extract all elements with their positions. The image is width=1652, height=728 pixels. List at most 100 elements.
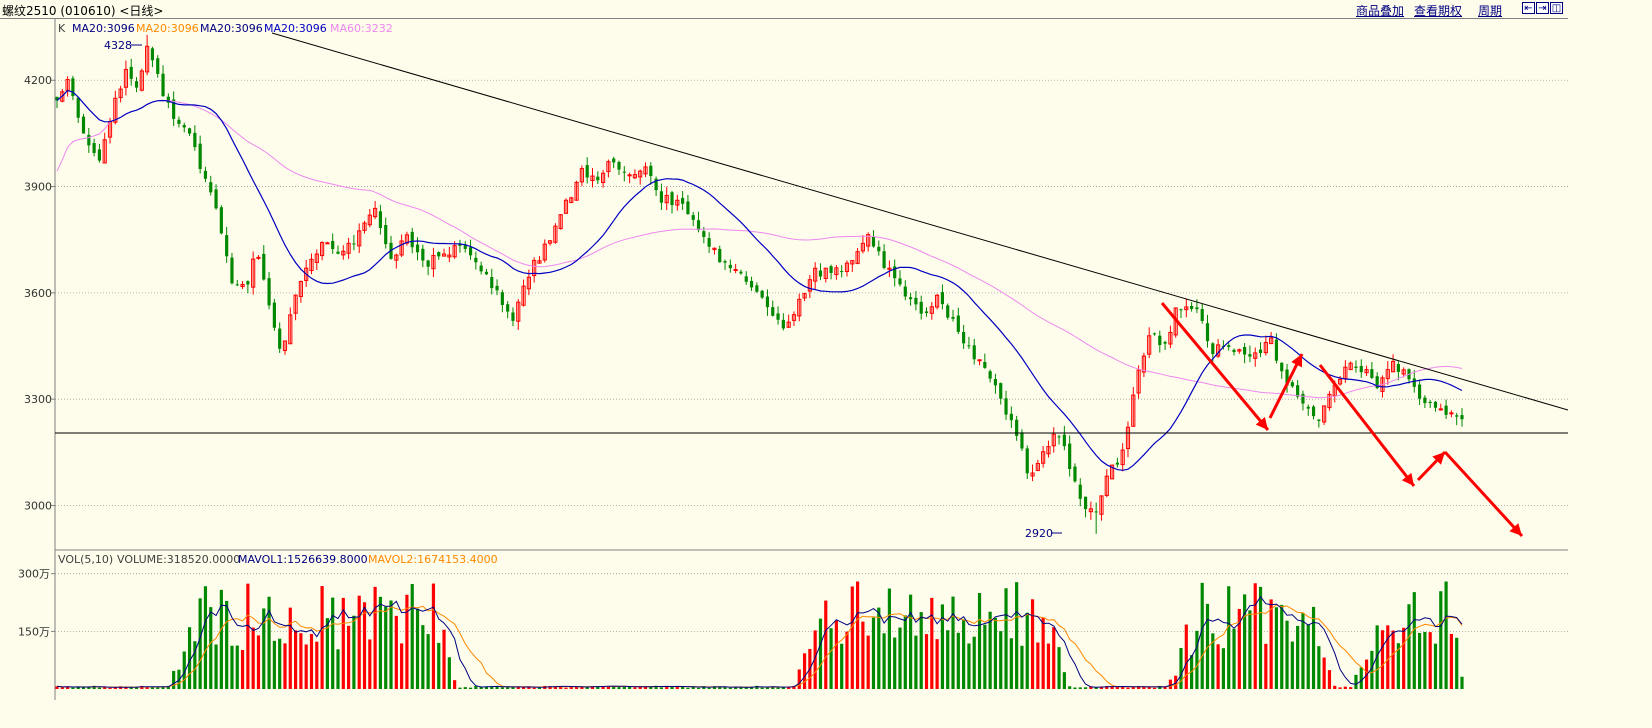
volume-bar [723,687,727,689]
volume-bar [415,608,420,689]
volume-bar [437,642,441,689]
volume-bar [1359,667,1363,689]
volume-bar [1327,670,1332,689]
candle-body [791,314,797,321]
candle-body [452,245,457,258]
candle-body [187,128,192,134]
volume-bar [659,687,664,689]
candle-body [1269,337,1274,345]
volume-bar [474,685,478,689]
volume-bar [633,687,637,689]
volume-bar [919,612,923,689]
volume-bar [304,644,308,689]
volume-bar [315,641,319,689]
volume-bar [1433,643,1438,689]
zoom-in-icon[interactable]: ⇤ [1522,2,1535,14]
volume-bar [1004,588,1008,689]
volume-bar [521,687,526,689]
volume-bar [564,687,568,689]
volume-bar [421,625,425,689]
volume-bar [681,686,685,689]
candle-body [702,231,706,237]
volume-bar [1115,686,1119,689]
volume-bar [1110,686,1114,689]
volume-bar [1216,644,1220,689]
candle-body [1073,466,1077,482]
candle-body [463,244,467,249]
price-axis: 4200 3900 3600 3300 3000 [24,74,55,512]
volume-bar [877,607,881,689]
candle-body [468,247,473,256]
candle-body [1243,346,1247,355]
candle-body [728,264,732,269]
view-options-link[interactable]: 查看期权 [1414,4,1463,18]
volume-bar [1062,672,1066,689]
volume-bar [1009,638,1013,689]
volume-bar [1200,582,1204,689]
candle-body [309,258,314,272]
volume-bar [882,633,886,689]
volume-tick-label: 150万 [18,625,50,638]
volume-bar [1375,625,1379,689]
volume-bar [1205,603,1210,689]
candle-body [1423,397,1427,404]
candle-body [893,266,897,279]
candle-body [1354,366,1358,368]
candle-body [1195,307,1199,310]
kline-chart[interactable]: 4200 3900 3600 3300 3000 K MA20:3096 MA20:30… [0,0,1568,728]
candle-body [447,254,452,258]
candle-body [1280,362,1284,372]
candle-body [156,58,160,74]
volume-bar [1099,686,1104,689]
period-link[interactable]: 周期 [1478,4,1503,18]
volume-bar [1460,676,1464,689]
candle-body [87,134,91,146]
volume-bar [924,634,929,689]
candle-body [484,271,489,275]
candle-body [272,302,276,328]
panel-layout-icon[interactable]: ◫ [1550,2,1563,14]
volume-bar [951,596,955,689]
candle-body [526,276,531,290]
candle-body [251,258,256,288]
volume-bar [267,596,271,689]
volume-tick-label: 300万 [18,568,50,581]
candle-body [118,88,123,99]
volume-bar [866,635,870,689]
volume-bar [172,670,176,689]
volume-bar [1296,625,1300,689]
zoom-out-icon[interactable]: ⇥ [1536,2,1549,14]
trend-arrow-head [1401,472,1414,486]
volume-bar [1444,581,1448,689]
candle-body [1370,369,1374,378]
candle-body [262,253,266,280]
candle-body [219,207,223,234]
volume-bar [331,597,335,689]
volume-bar [240,649,245,689]
candle-body [1163,342,1167,344]
volume-bar [972,636,976,689]
candle-body [341,250,346,256]
candle-body [404,234,410,244]
candle-body [553,225,558,243]
vol-legend: VOL(5,10) VOLUME:318520.0000 MAVOL1:1526… [58,553,498,566]
candle-body [1094,511,1098,513]
candle-body [855,251,860,264]
overlay-commodity-link[interactable]: 商品叠加 [1356,4,1405,18]
volume-bar [124,687,128,689]
candle-body [1428,401,1432,404]
volume-bar [299,633,303,689]
trend-arrow-head [1291,354,1302,368]
candle-body [139,70,144,91]
candle-body [909,297,913,300]
candle-body [1348,362,1353,371]
candle-body [1412,378,1416,387]
volume-bar [1211,633,1215,689]
volume-bar [1343,686,1347,689]
candle-body [797,298,802,317]
candle-body [1205,323,1210,342]
candle-body [935,294,940,308]
volume-bar [1136,686,1141,689]
volume-bar [1402,627,1406,689]
candle-body [55,96,59,101]
